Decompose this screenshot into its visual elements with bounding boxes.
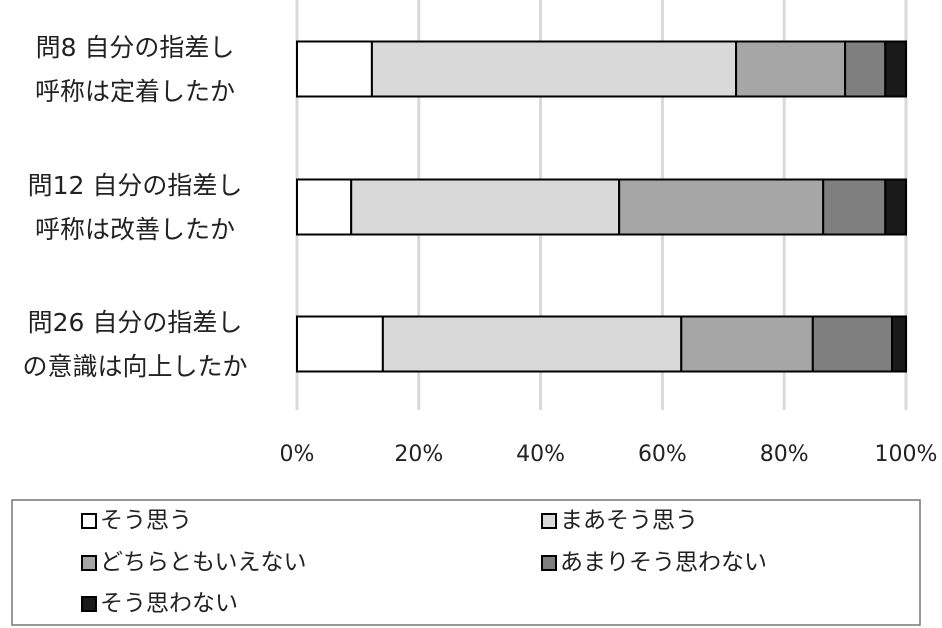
legend-label: どちらともいえない: [100, 550, 307, 576]
bar-segment: [884, 40, 908, 98]
x-tick-label: 80%: [760, 442, 809, 467]
bar-segment: [296, 40, 373, 98]
x-tick-label: 20%: [394, 442, 443, 467]
category-label: 問12 自分の指差し: [28, 171, 243, 200]
legend-swatch: [81, 596, 97, 612]
bar-segment: [890, 315, 907, 373]
bar-segment: [350, 178, 621, 236]
legend-swatch: [541, 513, 557, 529]
x-tick-label: 40%: [516, 442, 565, 467]
category-label: 問26 自分の指差し: [28, 308, 243, 337]
bar-segment: [296, 315, 384, 373]
legend-swatch: [81, 555, 97, 571]
x-tick-label: 100%: [875, 442, 938, 467]
bar-segment: [381, 315, 683, 373]
bar-segment: [296, 178, 353, 236]
category-label: 呼称は改善したか: [35, 215, 235, 244]
legend-swatch: [81, 513, 97, 529]
category-label: 問8 自分の指差し: [36, 33, 235, 62]
bar-segment: [618, 178, 825, 236]
legend-box: [11, 499, 921, 626]
bar-segment: [680, 315, 814, 373]
legend-label: まあそう思う: [560, 508, 698, 534]
x-tick-label: 60%: [638, 442, 687, 467]
category-label: 呼称は定着したか: [35, 77, 235, 106]
legend-label: あまりそう思わない: [560, 550, 767, 576]
bar-segment: [735, 40, 847, 98]
legend-label: そう思わない: [100, 591, 238, 617]
legend-label: そう思う: [100, 508, 192, 534]
bar-segment: [884, 178, 908, 236]
bar-segment: [844, 40, 887, 98]
bar-segment: [370, 40, 738, 98]
category-label: の意識は向上したか: [22, 352, 247, 381]
bar-segment: [822, 178, 887, 236]
x-tick-label: 0%: [280, 442, 315, 467]
legend-swatch: [541, 555, 557, 571]
bar-segment: [811, 315, 893, 373]
